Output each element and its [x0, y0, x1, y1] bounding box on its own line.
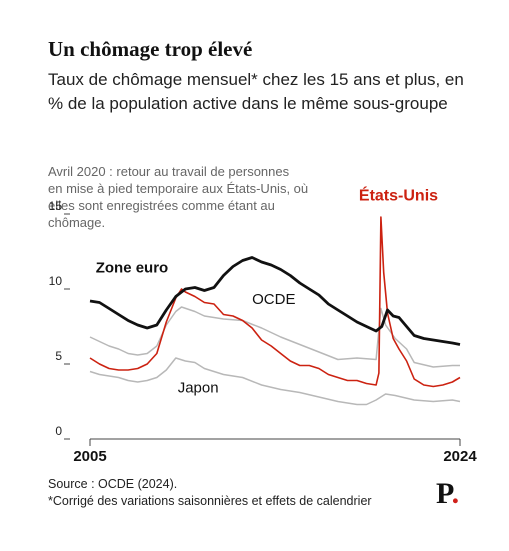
chart-subtitle: Taux de chômage mensuel* chez les 15 ans…	[48, 70, 464, 113]
series-line-oecd	[89, 306, 460, 368]
annotation-line: elles sont enregistrées comme étant au	[48, 198, 275, 213]
chart-title: Un chômage trop élevé	[48, 37, 253, 61]
series-label-oecd: OCDE	[252, 291, 295, 308]
y-tick-label: 10	[49, 274, 63, 288]
logo-letter: P	[436, 477, 452, 510]
series-lines	[89, 216, 461, 406]
series-label-japan: Japon	[178, 380, 219, 397]
series-line-euro	[89, 256, 461, 346]
y-tick-label: 5	[55, 349, 62, 363]
x-axis: 2005 2024	[73, 438, 477, 465]
logo-dot: .	[451, 477, 460, 510]
y-tick-label: 15	[49, 199, 63, 213]
source-note: Source : OCDE (2024). *Corrigé des varia…	[48, 476, 372, 510]
annotation-line: chômage.	[48, 215, 105, 230]
publisher-logo: P.	[436, 477, 459, 511]
y-axis: 0 5 10 15	[49, 199, 70, 440]
x-tick-label: 2024	[443, 448, 477, 465]
annotation-line: en mise à pied temporaire aux États-Unis…	[48, 181, 308, 196]
annotation-note: Avril 2020 : retour au travail de person…	[48, 164, 308, 230]
source-text: Source : OCDE (2024).	[48, 477, 178, 491]
annotation-line: Avril 2020 : retour au travail de person…	[48, 164, 290, 179]
series-label-euro: Zone euro	[96, 260, 169, 277]
series-labels: Zone euro États-Unis OCDE Japon	[96, 186, 438, 397]
footnote-text: *Corrigé des variations saisonnières et …	[48, 494, 372, 508]
series-label-us: États-Unis	[359, 186, 438, 205]
x-tick-label: 2005	[73, 448, 106, 465]
series-line-us	[89, 216, 461, 388]
y-tick-label: 0	[55, 424, 62, 438]
series-line-japan	[89, 357, 461, 406]
